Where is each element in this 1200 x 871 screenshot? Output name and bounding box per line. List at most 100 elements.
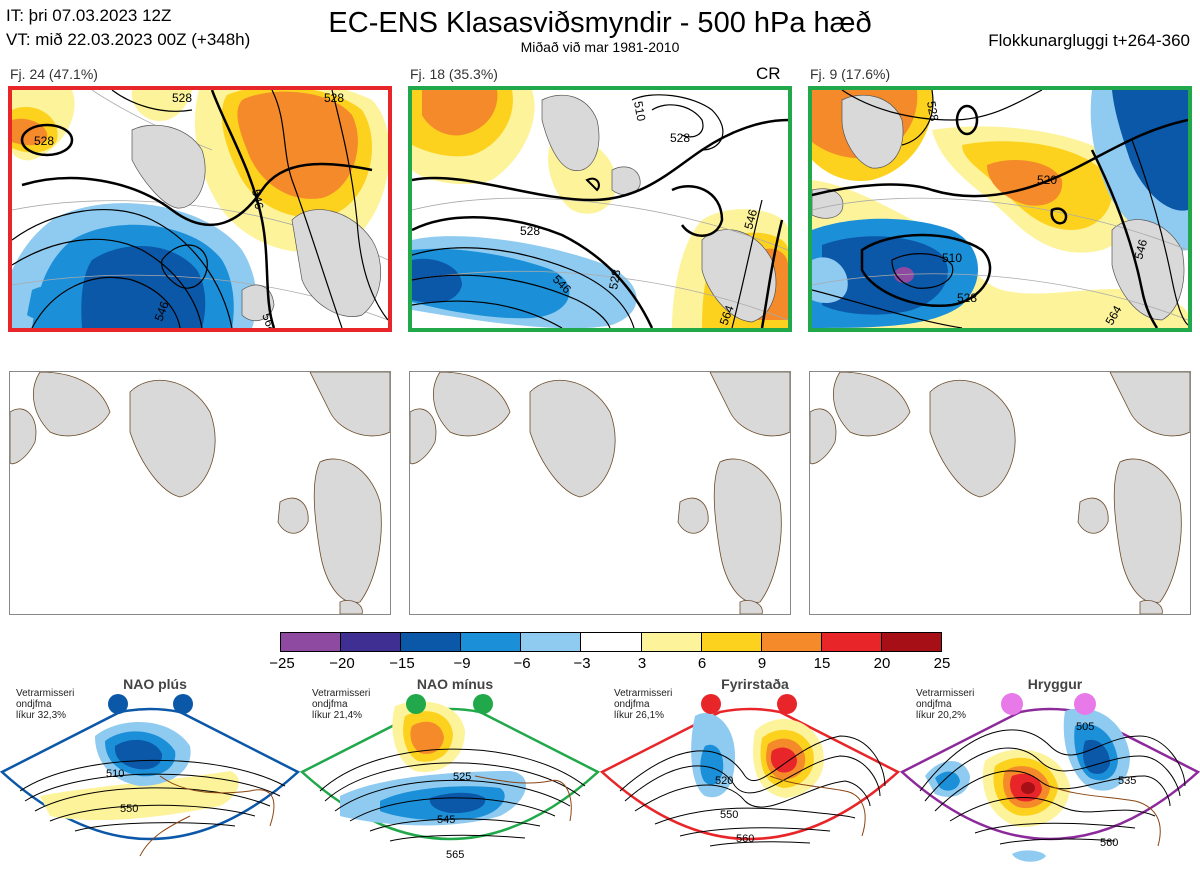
colorbar-tick: −6 (513, 655, 531, 672)
regime-marker-dot (406, 694, 426, 714)
contour-label: 510 (631, 100, 648, 122)
contour-label: 528 (957, 291, 977, 305)
regime-season: Vetrarmisseri (16, 688, 75, 699)
contour-label: 528 (606, 268, 623, 290)
contour-label: 510 (106, 768, 124, 780)
colorbar-tick: −20 (329, 655, 355, 672)
regime-nao-plus: 510 550 NAO plús Vetrarmisseri ondjfma l… (0, 676, 300, 871)
colorbar-tick: 9 (757, 655, 767, 672)
regime-likelihood: líkur 20,2% (916, 710, 967, 721)
cluster-2-landmask-map (409, 371, 791, 615)
contour-label: 528 (172, 91, 192, 105)
colorbar-swatch (881, 633, 942, 651)
colorbar-swatch (521, 633, 582, 651)
cluster-3-label: Fj. 9 (17.6%) (810, 66, 891, 82)
contour-label: 546 (741, 207, 760, 230)
anomaly-colorbar (280, 632, 942, 652)
regime-marker-dot (777, 694, 797, 714)
contour-label: 528 (324, 91, 344, 105)
cluster-2-label: Fj. 18 (35.3%) (410, 66, 498, 82)
init-time: IT: þri 07.03.2023 12Z (6, 6, 172, 25)
contour-label: 510 (942, 251, 962, 265)
regime-probability: Vetrarmisseri ondjfma líkur 21,4% (312, 688, 370, 721)
colorbar-swatch (461, 633, 522, 651)
cluster-1-label: Fj. 24 (47.1%) (10, 66, 98, 82)
colorbar-tick: 20 (873, 655, 891, 672)
regime-months: ondjfma (312, 699, 348, 710)
cluster-3-landmask-map (809, 371, 1191, 615)
colorbar-tick: 6 (697, 655, 707, 672)
regime-months: ondjfma (16, 699, 52, 710)
regime-title: Hryggur (1027, 676, 1083, 692)
contour-label: 528 (520, 224, 540, 238)
regime-season: Vetrarmisseri (916, 688, 975, 699)
regime-marker-dot (1074, 693, 1096, 715)
regime-likelihood: líkur 21,4% (312, 710, 363, 721)
colorbar-swatch (401, 633, 462, 651)
contour-label: 560 (736, 833, 754, 845)
init-time-info: IT: þri 07.03.2023 12Z VT: mið 22.03.202… (6, 4, 250, 52)
page-subtitle: Miðað við mar 1981-2010 (520, 39, 680, 55)
contour-label: 550 (720, 809, 738, 821)
regime-probability: Vetrarmisseri ondjfma líkur 26,1% (614, 688, 672, 721)
regime-marker-dot (473, 694, 493, 714)
contour-label: 546 (152, 299, 172, 323)
regime-likelihood: líkur 32,3% (16, 710, 67, 721)
cluster-1-landmask-map (9, 371, 391, 615)
colorbar-tick: −15 (389, 655, 415, 672)
regime-title: NAO plús (123, 676, 187, 692)
regime-probability: Vetrarmisseri ondjfma líkur 32,3% (16, 688, 74, 721)
regime-marker-dot (701, 694, 721, 714)
colorbar-swatch (281, 633, 342, 651)
classification-window: Flokkunargluggi t+264-360 (988, 31, 1190, 50)
colorbar-swatch (581, 633, 642, 651)
contour-label: 550 (120, 803, 138, 815)
regime-nao-minus: 525 545 565 NAO mínus Vetrarmisseri ondj… (300, 676, 600, 871)
regime-season: Vetrarmisseri (614, 688, 673, 699)
regime-months: ondjfma (614, 699, 650, 710)
colorbar-tick: 15 (813, 655, 831, 672)
contour-label: 528 (670, 131, 690, 145)
regime-title: Fyrirstaða (721, 676, 789, 692)
regime-blocking: 520 550 560 Fyrirstaða Vetrarmisseri ond… (600, 676, 900, 871)
regime-marker-dot (108, 694, 128, 714)
regime-likelihood: líkur 26,1% (614, 710, 665, 721)
contour-label: 546 (1131, 237, 1150, 260)
colorbar-swatch (701, 633, 762, 651)
contour-label: 505 (1076, 721, 1094, 733)
colorbar-tick: 25 (933, 655, 951, 672)
contour-label: 545 (437, 814, 455, 826)
cluster-2-map: 510 528 528 546 528 546 564 (408, 86, 792, 332)
regime-marker-dot (1001, 693, 1023, 715)
contour-label: 564 (259, 311, 279, 328)
colorbar-tick: 3 (637, 655, 647, 672)
valid-time: VT: mið 22.03.2023 00Z (+348h) (6, 30, 251, 49)
colorbar-tick: −25 (269, 655, 295, 672)
colorbar-swatch (761, 633, 822, 651)
contour-label: 528 (34, 134, 54, 148)
contour-label: 525 (453, 771, 471, 783)
regime-ridge: 505 535 560 Hryggur Vetrarmisseri ondjfm… (900, 676, 1200, 871)
colorbar-ticks: −25 −20 −15 −9 −6 −3 3 6 9 15 20 25 (262, 655, 962, 673)
colorbar-tick: −3 (573, 655, 591, 672)
regime-title: NAO mínus (416, 676, 494, 692)
contour-label: 565 (446, 849, 464, 861)
colorbar-tick: −9 (453, 655, 471, 672)
contour-label: 564 (717, 303, 737, 327)
regime-probability: Vetrarmisseri ondjfma líkur 20,2% (916, 688, 974, 721)
control-run-tag: CR (756, 64, 781, 83)
cluster-1-map: 528 546 564 528 528 546 (8, 86, 392, 332)
contour-label: 520 (715, 775, 733, 787)
regime-marker-dot (173, 694, 193, 714)
cluster-3-map: 528 520 510 528 546 564 (808, 86, 1192, 332)
contour-label: 528 (924, 100, 941, 122)
contour-label: 535 (1118, 775, 1136, 787)
colorbar-swatch (341, 633, 402, 651)
contour-label: 520 (1037, 173, 1057, 187)
colorbar-swatch (641, 633, 702, 651)
regime-months: ondjfma (916, 699, 952, 710)
contour-label: 560 (1100, 837, 1118, 849)
regime-season: Vetrarmisseri (312, 688, 371, 699)
page-title: EC-ENS Klasasviðsmyndir - 500 hPa hæð (328, 7, 872, 39)
colorbar-swatch (821, 633, 882, 651)
